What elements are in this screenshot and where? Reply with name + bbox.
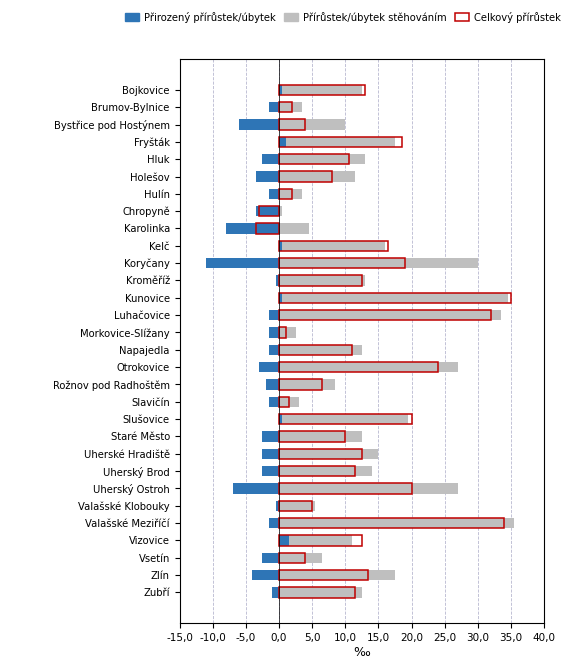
Bar (279, 362, 458, 373)
Bar (259, 206, 279, 216)
Bar (279, 223, 309, 234)
Bar (279, 258, 478, 268)
Bar (279, 587, 362, 598)
Bar (279, 85, 362, 95)
Bar (279, 414, 412, 424)
Bar (269, 102, 279, 112)
Bar (269, 310, 279, 320)
Bar (279, 136, 395, 147)
Bar (269, 344, 279, 355)
Bar (279, 102, 302, 112)
Bar (279, 431, 345, 441)
Bar (279, 119, 345, 130)
Bar (279, 171, 355, 182)
Bar (206, 258, 279, 268)
Bar (256, 206, 279, 216)
Bar (279, 397, 289, 407)
Bar (279, 327, 286, 338)
Bar (279, 535, 362, 546)
Bar (279, 344, 362, 355)
Bar (269, 518, 279, 528)
Bar (279, 483, 412, 493)
Bar (279, 449, 379, 459)
Bar (252, 570, 279, 580)
Bar (279, 171, 332, 182)
Bar (233, 483, 279, 493)
Bar (279, 552, 322, 563)
Bar (279, 293, 508, 303)
Bar (263, 552, 279, 563)
Bar (279, 501, 312, 511)
Bar (263, 154, 279, 165)
Bar (279, 276, 365, 285)
Bar (279, 414, 282, 424)
Bar (279, 535, 352, 546)
Bar (279, 379, 322, 390)
Bar (259, 362, 279, 373)
Bar (279, 189, 292, 199)
Bar (279, 518, 504, 528)
Bar (263, 466, 279, 476)
Bar (279, 276, 362, 285)
Bar (269, 397, 279, 407)
Bar (279, 154, 348, 165)
Bar (266, 379, 279, 390)
Bar (279, 119, 306, 130)
Bar (279, 258, 405, 268)
Bar (279, 362, 438, 373)
Bar (279, 431, 362, 441)
Bar (279, 327, 296, 338)
Bar (279, 570, 395, 580)
Bar (279, 293, 511, 303)
Bar (279, 102, 292, 112)
Bar (279, 414, 408, 424)
Bar (269, 189, 279, 199)
Legend: Přirozený přírůstek/úbytek, Přírůstek/úbytek stěhováním, Celkový přírůstek/úbyte: Přirozený přírůstek/úbytek, Přírůstek/úb… (121, 8, 561, 27)
X-axis label: ‰: ‰ (353, 646, 370, 656)
Bar (279, 136, 286, 147)
Bar (279, 310, 501, 320)
Bar (279, 241, 385, 251)
Bar (279, 189, 302, 199)
Bar (279, 449, 362, 459)
Bar (279, 85, 365, 95)
Bar (279, 570, 369, 580)
Bar (279, 293, 282, 303)
Bar (279, 397, 299, 407)
Bar (279, 136, 402, 147)
Bar (279, 518, 514, 528)
Bar (263, 431, 279, 441)
Bar (279, 466, 355, 476)
Bar (239, 119, 279, 130)
Bar (279, 241, 388, 251)
Bar (279, 310, 491, 320)
Bar (279, 483, 458, 493)
Bar (279, 552, 306, 563)
Bar (256, 223, 279, 234)
Bar (263, 449, 279, 459)
Bar (279, 535, 289, 546)
Bar (275, 276, 279, 285)
Bar (279, 85, 282, 95)
Bar (269, 327, 279, 338)
Bar (279, 344, 352, 355)
Bar (279, 206, 282, 216)
Bar (279, 466, 372, 476)
Bar (272, 587, 279, 598)
Bar (256, 171, 279, 182)
Bar (279, 154, 365, 165)
Bar (279, 587, 355, 598)
Bar (279, 241, 282, 251)
Bar (275, 501, 279, 511)
Bar (279, 501, 315, 511)
Bar (279, 379, 335, 390)
Bar (226, 223, 279, 234)
